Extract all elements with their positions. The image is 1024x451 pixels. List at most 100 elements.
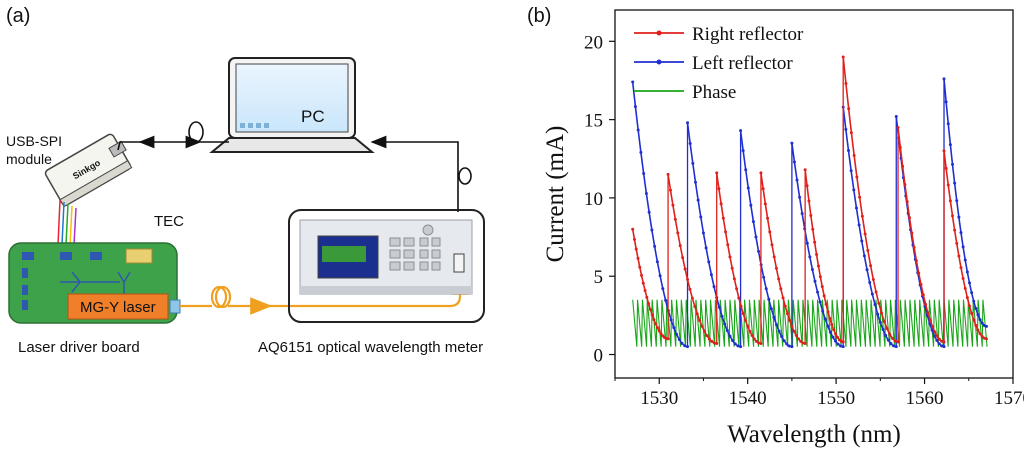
series-left-reflector-point [733,342,737,346]
series-left-reflector-point [963,258,967,262]
series-right-reflector-point [896,125,900,129]
series-left-reflector-point [639,150,643,154]
series-right-reflector-point [700,324,704,328]
series-right-reflector-point [788,318,792,322]
series-left-reflector-point [967,281,971,285]
series-right-reflector-point [636,256,640,260]
series-left-reflector-point [798,195,802,199]
series-left-reflector-point [693,180,697,184]
series-right-reflector-point [928,318,932,322]
series-right-reflector-point [728,255,732,259]
series-right-reflector-point [707,337,711,341]
series-right-reflector-point [847,107,851,111]
series-right-reflector-point [735,287,739,291]
series-left-reflector-point [642,171,646,175]
series-left-reflector-point [633,105,637,109]
series-right-reflector-point [739,304,743,308]
series-right-reflector-point [882,320,886,324]
y-tick-label: 15 [584,111,603,132]
series-left-reflector-point [808,255,812,259]
series-right-reflector-point [917,271,921,275]
x-tick-label: 1530 [640,388,678,409]
series-left-reflector-point [953,181,957,185]
series-right-reflector-point [905,200,909,204]
series-right-reflector-point [686,277,690,281]
series-left-reflector-segment [895,116,945,348]
series-right-reflector-point [743,318,747,322]
series-left-reflector-point [655,260,659,264]
x-tick-label: 1550 [817,388,855,409]
series-right-reflector-point [640,273,644,277]
series-left-reflector-point [970,291,974,295]
series-left-reflector-point [892,344,896,348]
series-right-reflector-point [772,255,776,259]
series-left-reflector-point [878,320,882,324]
series-left-reflector-point [723,322,727,326]
series-left-reflector-point [974,307,978,311]
series-right-reflector-point [693,304,697,308]
series-left-reflector-point [790,141,794,145]
series-left-reflector-point [686,121,690,125]
series-right-reflector-point [755,339,759,343]
series-right-reflector-point [790,324,794,328]
series-right-reflector-point [903,182,907,186]
series-left-reflector-point [836,342,840,346]
series-right-reflector-point [668,188,672,192]
legend-marker [656,59,662,65]
laser-driver-board: TEC MG-Y laser Laser driver board [8,213,184,356]
series-left-reflector-point [658,274,662,278]
x-axis-label: Wavelength (nm) [727,421,901,448]
series-left-reflector-point [826,324,830,328]
series-right-reflector-point [807,199,811,203]
series-right-reflector-point [970,311,974,315]
series-right-reflector-point [826,310,830,314]
series-left-reflector-point [772,315,776,319]
series-left-reflector-point [852,188,856,192]
series-left-reflector-point [937,342,941,346]
y-tick-label: 5 [594,267,604,288]
series-right-reflector-point [809,213,813,217]
series-left-reflector-point [774,323,778,327]
legend-label: Phase [692,82,736,103]
series-left-reflector-point [709,273,713,277]
usb-label-line2: module [6,151,52,167]
series-left-reflector-point [839,344,843,348]
series-right-reflector-point [794,334,798,338]
series-right-reflector-point [710,339,714,343]
series-right-reflector-segment [631,229,669,340]
series-right-reflector-point [874,290,878,294]
series-left-reflector-point [828,330,832,334]
series-left-reflector-point [661,287,665,291]
series-left-reflector-point [731,339,735,343]
y-tick-label: 0 [594,346,604,367]
series-right-reflector-point [967,304,971,308]
series-right-reflector-point [976,328,980,332]
series-left-reflector-point [704,246,708,250]
series-left-reflector-point [696,198,700,202]
series-left-reflector-point [744,168,748,172]
series-right-reflector-point [944,166,948,170]
series-right-reflector-point [712,341,716,345]
usb-label-line1: USB-SPI [6,133,62,149]
series-left-reflector-point [946,122,950,126]
legend-marker [656,30,662,36]
series-left-reflector-point [944,100,948,104]
series-left-reflector-point [636,128,640,132]
series-right-reflector-point [910,231,914,235]
series-left-reflector-point [854,206,858,210]
series-right-reflector-point [750,334,754,338]
series-right-reflector-point [832,328,836,332]
series-right-reflector-point [638,265,642,269]
series-left-reflector-point [739,129,743,133]
series-right-reflector-point [852,153,856,157]
series-left-reflector-point [746,186,750,190]
meter-label: AQ6151 optical wavelength meter [258,339,483,356]
series-left-reflector-point [870,292,874,296]
series-right-reflector-point [748,329,752,333]
series-left-reflector-point [712,285,716,289]
series-phase [632,299,988,347]
series-left-reflector-point [959,231,963,235]
series-left-reflector-point [932,334,936,338]
series-right-reflector-point [752,337,756,341]
